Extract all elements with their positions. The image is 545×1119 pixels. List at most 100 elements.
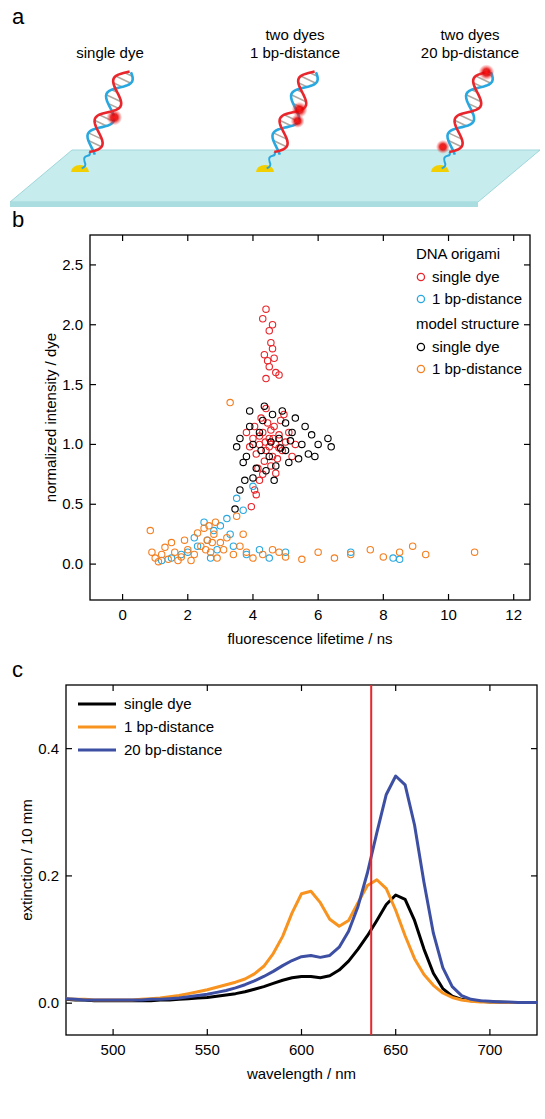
point — [162, 544, 168, 550]
legend-marker — [417, 365, 424, 372]
base-pair — [459, 115, 473, 122]
y-tick — [66, 875, 72, 876]
panel-letter: b — [12, 207, 24, 232]
strand — [266, 67, 320, 156]
x-tick-label: 6 — [314, 606, 322, 623]
point — [256, 429, 262, 435]
point — [271, 355, 277, 361]
y-tick-label: 2.0 — [62, 316, 83, 333]
dye — [476, 62, 497, 83]
point — [268, 439, 274, 445]
point — [266, 328, 272, 334]
x-tick — [301, 685, 302, 691]
x-tick-label: 2 — [184, 606, 192, 623]
x-tick-label: 500 — [101, 1041, 126, 1058]
point — [253, 491, 259, 497]
point — [250, 555, 256, 561]
anchor — [256, 165, 274, 172]
legend: single dye1 bp-distance20 bp-distance — [78, 695, 222, 758]
y-tick — [524, 504, 530, 505]
y-tick — [66, 1003, 72, 1004]
spectrum-line — [66, 895, 537, 1003]
point — [299, 556, 305, 562]
point — [302, 423, 308, 429]
legend-marker — [417, 273, 424, 280]
legend-label: 20 bp-distance — [124, 741, 222, 758]
legend-line — [78, 702, 116, 705]
y-tick-label: 0.5 — [62, 495, 83, 512]
legend-title: DNA origami — [416, 245, 500, 262]
legend-title: model structure — [416, 315, 519, 332]
y-axis-title: extinction / 10 mm — [18, 799, 35, 921]
point — [276, 549, 282, 555]
y-tick-label: 1.5 — [62, 376, 83, 393]
figure: asingle dyetwo dyes1 bp-distancetwo dyes… — [0, 0, 545, 1119]
point — [273, 463, 279, 469]
point — [282, 554, 288, 560]
y-tick — [90, 324, 96, 325]
spectrum-line — [66, 880, 537, 1003]
x-axis-title: fluorescence lifetime / ns — [227, 630, 392, 647]
helix-label: single dye — [76, 44, 144, 61]
point — [261, 351, 267, 357]
strand — [81, 67, 135, 156]
point — [217, 539, 223, 545]
point — [237, 435, 243, 441]
point — [165, 556, 171, 562]
point — [243, 429, 249, 435]
point — [261, 403, 267, 409]
x-tick — [112, 685, 113, 691]
point — [214, 555, 220, 561]
plot-area — [147, 306, 478, 565]
point — [175, 557, 181, 563]
y-tick-label: 1.0 — [62, 435, 83, 452]
linker — [80, 151, 91, 169]
x-tick — [301, 1029, 302, 1035]
point — [271, 477, 277, 483]
point — [292, 415, 298, 421]
point — [248, 503, 254, 509]
point — [286, 459, 292, 465]
strand — [81, 67, 135, 156]
point — [181, 537, 187, 543]
x-tick — [318, 594, 319, 600]
legend-marker — [417, 295, 424, 302]
x-tick — [383, 235, 384, 241]
x-tick — [207, 1029, 208, 1035]
point — [188, 557, 194, 563]
point — [305, 451, 311, 457]
dna-helix — [74, 67, 142, 175]
x-tick — [513, 235, 514, 241]
point — [299, 441, 305, 447]
y-tick-label: 2.5 — [62, 256, 83, 273]
point — [185, 547, 191, 553]
point — [269, 345, 275, 351]
point — [224, 535, 230, 541]
point — [250, 441, 256, 447]
point — [295, 456, 301, 462]
legend-label: single dye — [432, 268, 500, 285]
x-tick — [187, 594, 188, 600]
point — [277, 445, 283, 451]
point — [312, 453, 318, 459]
x-tick — [448, 594, 449, 600]
point — [155, 559, 161, 565]
point — [240, 507, 246, 513]
point — [260, 417, 266, 423]
point — [212, 519, 218, 525]
point — [282, 420, 288, 426]
helix-label: two dyes — [265, 26, 324, 43]
point — [211, 531, 217, 537]
excitation-line — [370, 685, 372, 1035]
spectrum-line — [66, 776, 537, 1003]
y-tick — [531, 875, 537, 876]
point — [233, 495, 239, 501]
plot-area — [66, 685, 537, 1035]
point — [263, 306, 269, 312]
x-tick — [318, 235, 319, 241]
point — [279, 408, 285, 414]
legend-line — [78, 725, 116, 728]
point — [243, 453, 249, 459]
x-tick — [395, 685, 396, 691]
y-tick-label: 0.0 — [62, 555, 83, 572]
